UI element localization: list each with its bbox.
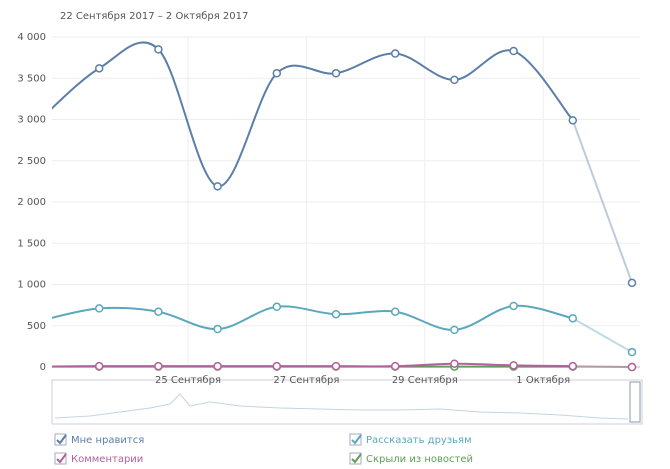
y-tick-label: 1 500	[17, 238, 46, 249]
series-line-partial	[572, 365, 633, 368]
point	[154, 307, 163, 316]
x-tick-label: 25 Сентября	[155, 375, 221, 386]
point	[213, 182, 222, 191]
chart-title: 22 Сентября 2017 – 2 Октября 2017	[60, 11, 248, 22]
plot	[52, 41, 637, 372]
navigator	[51, 379, 643, 425]
x-tick-label: 1 Октября	[516, 375, 570, 386]
point	[450, 325, 459, 335]
point	[509, 361, 518, 370]
point	[450, 75, 459, 85]
point	[94, 64, 104, 73]
point	[272, 69, 282, 78]
legend-checkbox[interactable]	[349, 433, 362, 446]
series-line-partial	[571, 119, 633, 284]
y-tick-label: 4 000	[17, 32, 46, 43]
legend-label: Комментарии	[71, 454, 143, 465]
point	[94, 361, 104, 371]
series-line	[52, 362, 573, 368]
y-tick-label: 500	[27, 321, 46, 332]
y-tick-label: 1 000	[17, 280, 46, 291]
legend-checkbox[interactable]	[54, 433, 67, 446]
point	[627, 278, 637, 288]
legend-checkbox[interactable]	[54, 452, 67, 465]
point	[568, 361, 578, 371]
point	[272, 361, 282, 371]
point	[509, 301, 518, 311]
legend-label: Скрыли из новостей	[366, 454, 473, 465]
point	[154, 361, 163, 371]
point	[331, 69, 341, 78]
legend-check	[56, 434, 67, 445]
y-tick-label: 3 000	[17, 115, 46, 126]
y-tick-label: 3 500	[17, 73, 46, 84]
point	[390, 49, 400, 58]
legend-check	[351, 434, 362, 445]
point	[509, 46, 518, 56]
point	[627, 347, 637, 357]
y-tick-label: 2 500	[17, 156, 46, 167]
x-tick-label: 27 Сентября	[273, 375, 339, 386]
point	[213, 324, 222, 334]
legend-check	[56, 453, 67, 464]
point	[627, 362, 637, 372]
point	[272, 302, 282, 312]
point	[331, 361, 341, 371]
point	[331, 309, 341, 319]
point	[213, 361, 222, 371]
point	[568, 116, 578, 125]
legend-checkbox[interactable]	[349, 452, 362, 465]
point	[390, 307, 400, 316]
point	[568, 314, 578, 323]
series-line	[52, 304, 574, 331]
point	[94, 304, 104, 313]
legend-label: Рассказать друзьям	[366, 435, 472, 446]
legend-check	[351, 453, 362, 464]
legend-label: Мне нравится	[71, 435, 144, 446]
point	[450, 359, 459, 368]
point	[390, 361, 400, 371]
series-line-partial	[572, 317, 633, 354]
y-tick-label: 0	[40, 362, 46, 373]
point	[154, 45, 163, 54]
x-tick-label: 29 Сентября	[392, 375, 458, 386]
y-tick-label: 2 000	[17, 197, 46, 208]
